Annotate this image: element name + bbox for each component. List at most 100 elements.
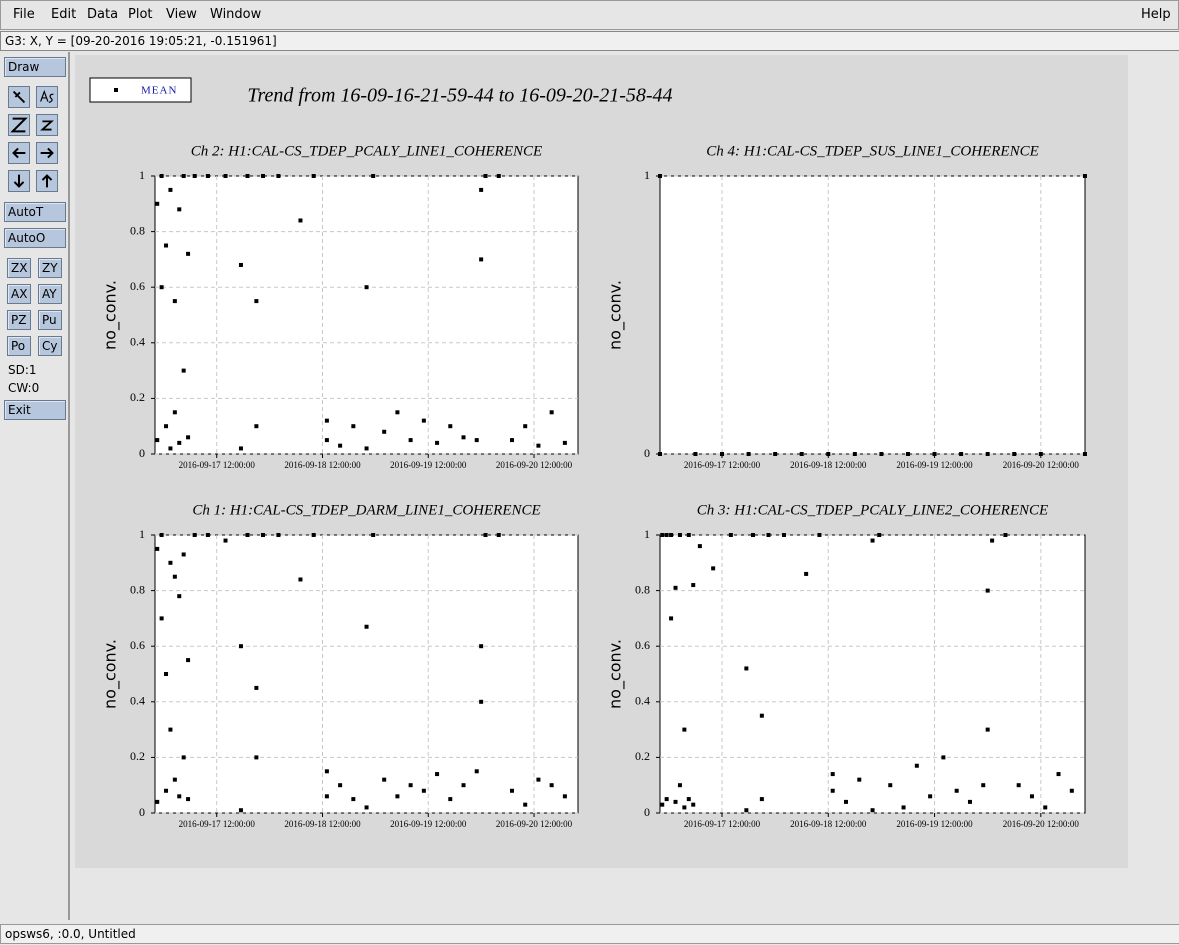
- data-point: [928, 794, 933, 799]
- data-point: [164, 788, 169, 793]
- pointer-icon[interactable]: [8, 86, 30, 108]
- data-point: [536, 443, 541, 448]
- x-tick-label: 2016-09-20 12:00:00: [1003, 460, 1080, 470]
- y-tick-label: 0.6: [130, 638, 145, 652]
- tool-button[interactable]: Cy: [38, 336, 62, 356]
- data-point: [254, 424, 259, 429]
- data-point: [186, 251, 191, 256]
- data-point: [744, 808, 749, 813]
- tool-button[interactable]: Pu: [38, 310, 62, 330]
- menu-item[interactable]: Window: [210, 7, 262, 22]
- y-tick-label: 1: [139, 527, 145, 541]
- data-point: [691, 802, 696, 807]
- unzoom-icon[interactable]: [36, 114, 58, 136]
- data-point: [324, 438, 329, 443]
- data-point: [990, 538, 995, 543]
- data-point: [181, 368, 186, 373]
- x-tick-label: 2016-09-18 12:00:00: [790, 460, 867, 470]
- data-point: [238, 446, 243, 451]
- data-point: [669, 616, 674, 621]
- data-point: [1043, 805, 1048, 810]
- tool-button[interactable]: AX: [7, 284, 31, 304]
- x-tick-label: 2016-09-18 12:00:00: [284, 460, 361, 470]
- autoo-button[interactable]: AutoO: [4, 228, 66, 248]
- data-point: [985, 588, 990, 593]
- x-tick-label: 2016-09-19 12:00:00: [896, 819, 973, 829]
- data-point: [1029, 794, 1034, 799]
- data-point: [181, 755, 186, 760]
- data-point: [421, 418, 426, 423]
- cw-label: CW:0: [8, 381, 40, 395]
- menu-item[interactable]: Edit: [51, 7, 77, 22]
- legend-label: MEAN: [141, 85, 177, 97]
- up-icon[interactable]: [36, 170, 58, 192]
- data-point: [186, 797, 191, 802]
- data-point: [773, 452, 778, 456]
- zoom-icon[interactable]: [8, 114, 30, 136]
- data-point: [562, 794, 567, 799]
- menu-item[interactable]: Plot: [128, 7, 153, 22]
- tool-button[interactable]: ZY: [38, 258, 62, 278]
- data-point: [870, 808, 875, 813]
- exit-button[interactable]: Exit: [4, 400, 66, 420]
- data-point: [172, 777, 177, 782]
- data-point: [155, 201, 160, 206]
- data-point: [799, 452, 804, 456]
- y-axis-label: no_conv.: [101, 280, 121, 350]
- data-point: [159, 285, 164, 290]
- data-point: [351, 797, 356, 802]
- y-tick-label: 0.6: [635, 638, 650, 652]
- data-point: [954, 788, 959, 793]
- data-point: [364, 805, 369, 810]
- data-point: [155, 799, 160, 804]
- right-icon[interactable]: [36, 142, 58, 164]
- data-point: [746, 452, 751, 456]
- data-point: [677, 783, 682, 788]
- tool-button[interactable]: Po: [7, 336, 31, 356]
- data-point: [245, 533, 250, 537]
- data-point: [483, 174, 488, 178]
- data-point: [682, 805, 687, 810]
- data-point: [496, 174, 501, 178]
- tool-button[interactable]: PZ: [7, 310, 31, 330]
- draw-button[interactable]: Draw: [4, 57, 66, 77]
- left-icon[interactable]: [8, 142, 30, 164]
- data-point: [192, 174, 197, 178]
- data-point: [448, 424, 453, 429]
- data-point: [164, 672, 169, 676]
- data-point: [159, 174, 164, 178]
- x-tick-label: 2016-09-17 12:00:00: [684, 460, 761, 470]
- data-point: [186, 435, 191, 440]
- data-point: [254, 299, 259, 304]
- data-point: [857, 777, 862, 782]
- data-point: [941, 755, 946, 760]
- menu-item[interactable]: Help: [1141, 7, 1171, 22]
- y-tick-label: 0: [139, 805, 145, 819]
- data-point: [338, 443, 343, 448]
- menu-item[interactable]: Data: [87, 7, 119, 22]
- down-icon[interactable]: [8, 170, 30, 192]
- data-point: [985, 452, 990, 456]
- y-tick-label: 0.4: [130, 335, 145, 349]
- data-point: [479, 257, 484, 262]
- menu-item[interactable]: File: [13, 7, 35, 22]
- data-point: [536, 777, 541, 782]
- tool-button[interactable]: AY: [38, 284, 62, 304]
- data-point: [766, 533, 771, 537]
- y-tick-label: 0.8: [130, 223, 145, 237]
- data-point: [371, 533, 376, 537]
- data-point: [181, 552, 186, 557]
- data-point: [474, 769, 479, 774]
- tool-button[interactable]: ZX: [7, 258, 31, 278]
- data-point: [205, 533, 210, 537]
- y-tick-label: 0.8: [635, 582, 650, 596]
- menu-item[interactable]: View: [166, 7, 197, 22]
- data-point: [479, 644, 484, 649]
- plot-frame: [659, 534, 1086, 814]
- data-point: [192, 533, 197, 537]
- scale-icon[interactable]: [36, 86, 58, 108]
- data-point: [1016, 783, 1021, 788]
- data-point: [509, 788, 514, 793]
- data-point: [660, 802, 665, 807]
- autot-button[interactable]: AutoT: [4, 202, 66, 222]
